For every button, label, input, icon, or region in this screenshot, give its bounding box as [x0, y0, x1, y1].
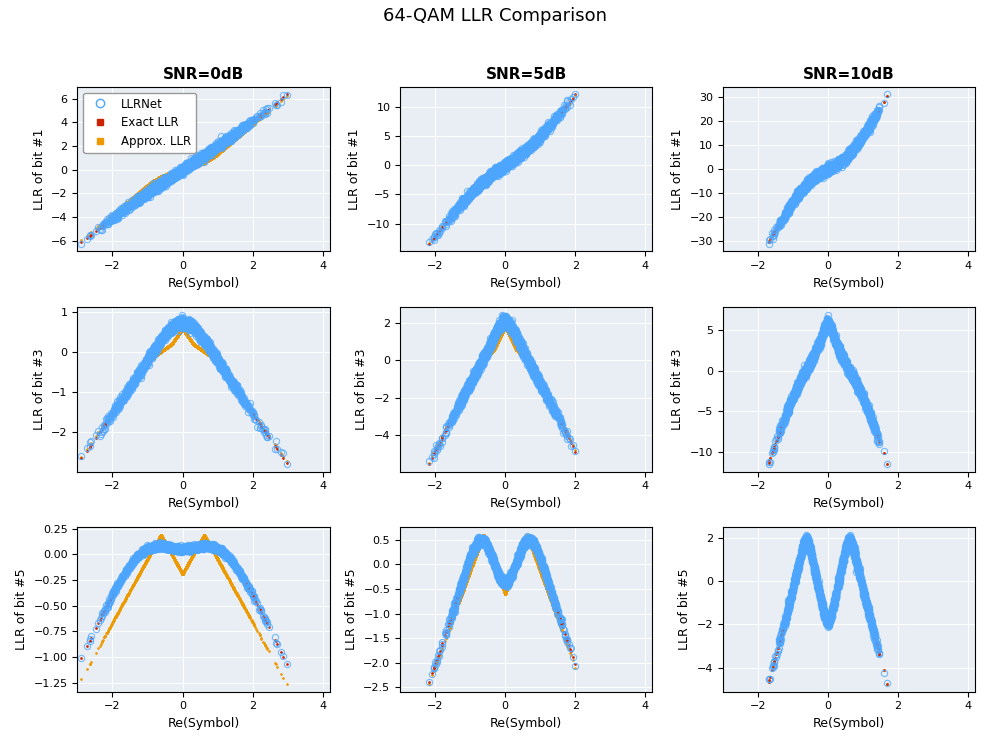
Y-axis label: LLR of bit #1: LLR of bit #1 [671, 128, 684, 210]
Title: SNR=5dB: SNR=5dB [485, 66, 567, 82]
Legend: LLRNet, Exact LLR, Approx. LLR: LLRNet, Exact LLR, Approx. LLR [83, 93, 196, 153]
Y-axis label: LLR of bit #3: LLR of bit #3 [671, 349, 684, 430]
X-axis label: Re(Symbol): Re(Symbol) [490, 497, 562, 510]
Y-axis label: LLR of bit #3: LLR of bit #3 [355, 349, 368, 430]
Y-axis label: LLR of bit #1: LLR of bit #1 [33, 128, 46, 210]
X-axis label: Re(Symbol): Re(Symbol) [167, 497, 240, 510]
Y-axis label: LLR of bit #5: LLR of bit #5 [345, 568, 357, 650]
X-axis label: Re(Symbol): Re(Symbol) [813, 276, 885, 290]
Text: 64-QAM LLR Comparison: 64-QAM LLR Comparison [383, 7, 607, 25]
X-axis label: Re(Symbol): Re(Symbol) [813, 497, 885, 510]
Y-axis label: LLR of bit #1: LLR of bit #1 [348, 128, 361, 210]
Y-axis label: LLR of bit #5: LLR of bit #5 [678, 568, 691, 650]
Title: SNR=10dB: SNR=10dB [803, 66, 895, 82]
X-axis label: Re(Symbol): Re(Symbol) [490, 717, 562, 730]
Title: SNR=0dB: SNR=0dB [163, 66, 245, 82]
Y-axis label: LLR of bit #5: LLR of bit #5 [15, 568, 28, 650]
X-axis label: Re(Symbol): Re(Symbol) [167, 276, 240, 290]
X-axis label: Re(Symbol): Re(Symbol) [490, 276, 562, 290]
X-axis label: Re(Symbol): Re(Symbol) [813, 717, 885, 730]
X-axis label: Re(Symbol): Re(Symbol) [167, 717, 240, 730]
Y-axis label: LLR of bit #3: LLR of bit #3 [33, 349, 46, 430]
